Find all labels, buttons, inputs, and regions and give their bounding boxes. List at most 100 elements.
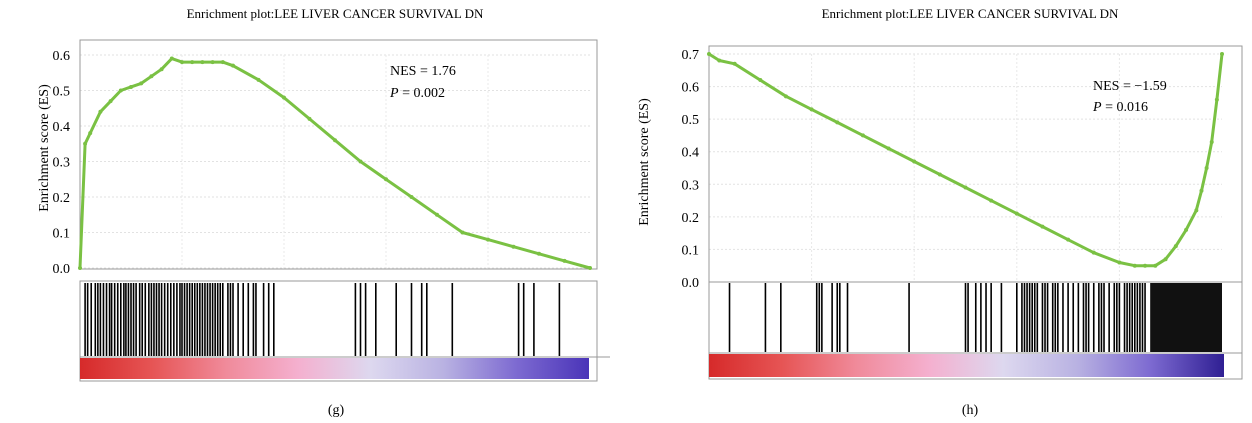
es-point — [1173, 244, 1178, 249]
es-point — [1066, 237, 1071, 242]
panel-h-hits — [728, 283, 1222, 352]
panel-h-label: (h) — [962, 403, 979, 418]
es-point — [98, 109, 103, 114]
panel-g-pvalue: P = 0.002 — [389, 86, 445, 101]
y-tick-label: 0.2 — [53, 191, 71, 206]
es-point — [118, 88, 123, 93]
es-point — [562, 258, 567, 263]
es-point — [282, 95, 286, 100]
es-point — [78, 266, 82, 270]
es-point — [1143, 263, 1148, 268]
es-point — [409, 195, 414, 199]
y-tick-label: 0.4 — [53, 120, 71, 135]
es-point — [333, 138, 337, 143]
panel-h-pvalue: P = 0.016 — [1092, 100, 1148, 115]
es-point — [220, 60, 225, 65]
es-point — [937, 172, 942, 177]
es-point — [190, 60, 195, 65]
y-tick-label: 0.0 — [682, 276, 700, 291]
panel-h-hits-frame — [708, 281, 1243, 380]
y-tick-label: 0.1 — [682, 243, 700, 258]
panel-g: Enrichment plot:LEE LIVER CANCER SURVIVA… — [37, 6, 610, 418]
panel-g-label: (g) — [328, 403, 345, 418]
es-point — [486, 237, 490, 242]
es-point — [886, 146, 891, 151]
y-tick-label: 0.5 — [682, 113, 700, 128]
y-tick-label: 0.0 — [53, 262, 71, 277]
panel-g-title: Enrichment plot:LEE LIVER CANCER SURVIVA… — [187, 6, 484, 21]
es-point — [200, 60, 205, 65]
es-point — [860, 133, 865, 138]
panel-h-y-ticks: 0.0 0.1 0.2 0.3 0.4 0.5 0.6 0.7 — [682, 48, 700, 291]
es-point — [169, 56, 174, 61]
es-point — [129, 84, 133, 89]
panel-g-y-ticks: 0.0 0.1 0.2 0.3 0.4 0.5 0.6 — [53, 49, 71, 277]
y-tick-label: 0.6 — [682, 81, 700, 96]
y-tick-label: 0.5 — [53, 85, 71, 100]
panel-g-grid — [80, 54, 590, 269]
es-point — [307, 116, 312, 121]
panel-g-curve — [78, 56, 592, 270]
es-point — [1040, 224, 1045, 229]
es-point — [358, 159, 363, 164]
y-tick-label: 0.7 — [682, 48, 700, 63]
es-point — [1204, 166, 1209, 170]
es-point — [1184, 227, 1189, 232]
es-point — [732, 61, 737, 66]
panel-g-ylabel: Enrichment score (ES) — [37, 84, 52, 212]
panel-h-title: Enrichment plot:LEE LIVER CANCER SURVIVA… — [822, 6, 1119, 21]
panel-g-nes: NES = 1.76 — [390, 64, 456, 79]
y-tick-label: 0.3 — [53, 156, 71, 171]
es-point — [180, 60, 184, 65]
es-point — [1194, 208, 1199, 213]
es-point — [1153, 263, 1158, 268]
es-point — [108, 99, 113, 104]
es-curve-line — [708, 52, 1224, 268]
es-point — [989, 198, 994, 203]
panel-h-rank-gradient — [709, 354, 1224, 377]
panel-h-curve — [707, 52, 1224, 268]
es-point — [537, 251, 541, 256]
es-point — [1163, 257, 1168, 262]
dense-hit-block — [1150, 283, 1222, 352]
es-point — [256, 77, 261, 82]
es-point — [1117, 260, 1122, 265]
y-tick-label: 0.4 — [682, 146, 700, 161]
es-point — [1091, 250, 1096, 255]
es-point — [159, 67, 164, 72]
es-point — [912, 159, 917, 164]
panel-g-rank-gradient — [80, 358, 589, 379]
es-point — [435, 212, 439, 217]
panel-h: Enrichment plot:LEE LIVER CANCER SURVIVA… — [637, 6, 1243, 418]
panel-g-hits-frame — [79, 280, 598, 382]
es-point — [384, 177, 388, 182]
es-point — [1199, 188, 1204, 193]
panel-g-hits — [84, 283, 561, 356]
es-point — [717, 58, 722, 63]
es-point — [139, 81, 144, 86]
es-point — [588, 266, 592, 270]
y-tick-label: 0.3 — [682, 178, 700, 193]
y-tick-label: 0.6 — [53, 49, 71, 64]
es-point — [1220, 52, 1224, 56]
es-point — [809, 107, 814, 112]
panel-h-nes: NES = −1.59 — [1093, 79, 1167, 94]
es-point — [149, 74, 154, 79]
es-point — [1132, 263, 1137, 268]
es-point — [1214, 97, 1219, 102]
es-point — [231, 63, 235, 68]
es-point — [460, 230, 465, 235]
es-point — [707, 52, 711, 56]
es-point — [783, 94, 788, 99]
panel-h-ylabel: Enrichment score (ES) — [637, 98, 652, 226]
es-point — [511, 244, 516, 249]
es-point — [1209, 139, 1214, 144]
es-point — [758, 78, 763, 83]
es-point — [88, 131, 93, 136]
es-point — [835, 120, 840, 125]
es-point — [1014, 211, 1019, 216]
panel-g-plot-frame — [79, 39, 598, 270]
y-tick-label: 0.2 — [682, 211, 700, 226]
es-point — [83, 141, 88, 146]
